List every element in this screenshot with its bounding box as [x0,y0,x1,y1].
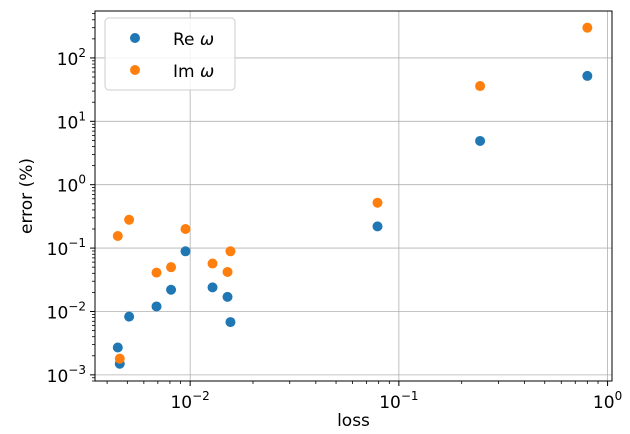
data-point [475,135,486,146]
data-point [475,81,486,92]
y-tick-label: 10−3 [47,363,86,387]
x-tick-label-exponent: 0 [615,389,623,403]
y-tick-label-exponent: −2 [68,299,86,313]
legend-label: Re ω [173,30,214,50]
data-point [207,282,218,293]
data-point [124,311,135,322]
data-point [151,301,162,312]
series-re-omega [112,70,593,369]
legend-label: Im ω [173,62,214,82]
y-tick-label-exponent: 2 [78,46,86,60]
y-tick-label-base: 10 [47,240,69,260]
data-point [124,214,135,225]
legend-label-text: Re [173,30,200,50]
data-point [166,284,177,295]
y-tick-label: 10−2 [47,299,86,323]
data-point [225,317,236,328]
grid-lines [95,11,612,381]
y-tick-label: 100 [57,173,86,197]
data-point [114,353,125,364]
y-tick-label-base: 10 [47,367,69,387]
y-axis-label: error (%) [17,158,37,234]
y-tick-label-base: 10 [57,177,79,197]
data-point [112,342,123,353]
legend-box [104,17,236,91]
data-point [372,197,383,208]
data-point [207,258,218,269]
x-tick-label-exponent: −1 [401,389,419,403]
data-point [225,246,236,257]
plot-frame [94,10,613,382]
y-tick-label: 101 [57,109,86,133]
x-tick-label-base: 10 [170,393,192,413]
y-tick-label-exponent: 0 [78,173,86,187]
x-tick-label-base: 10 [379,393,401,413]
y-tick-label: 102 [57,46,86,70]
legend-label-symbol: ω [200,62,214,82]
y-tick-label-base: 10 [57,113,79,133]
legend: Re ωIm ω [104,17,236,91]
series-im-omega [112,22,593,364]
major-ticks [90,57,609,386]
data-point [151,267,162,278]
x-tick-label-exponent: −2 [192,389,210,403]
data-point [372,221,383,232]
data-point [582,70,593,81]
y-tick-label-base: 10 [47,303,69,323]
data-point [582,22,593,33]
data-point [222,266,233,277]
x-tick-label: 10−2 [170,389,209,413]
legend-marker [130,33,140,43]
data-point [180,224,191,235]
x-tick-label-base: 10 [593,393,615,413]
x-axis-label: loss [337,411,370,431]
y-tick-label-exponent: −3 [68,363,86,377]
legend-label-text: Im [173,62,200,82]
y-tick-label-exponent: 1 [78,109,86,123]
y-tick-label: 10−1 [47,236,86,260]
legend-label-symbol: ω [200,30,214,50]
data-point [112,231,123,242]
data-points [112,22,593,369]
data-point [222,291,233,302]
y-tick-label-exponent: −1 [68,236,86,250]
y-tick-label-base: 10 [57,50,79,70]
x-tick-label: 100 [593,389,622,413]
legend-marker [130,65,140,75]
data-point [166,262,177,273]
x-tick-label: 10−1 [379,389,418,413]
data-point [180,246,191,257]
